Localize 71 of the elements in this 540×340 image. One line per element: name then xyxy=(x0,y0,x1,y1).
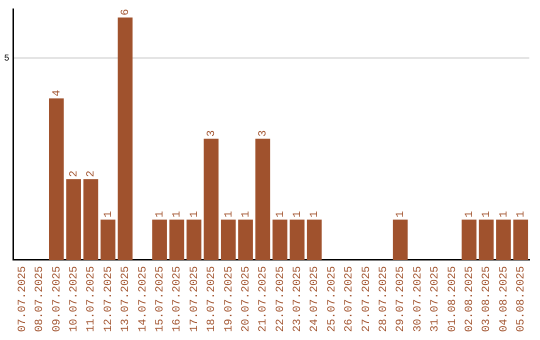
data-label: 1 xyxy=(292,210,304,218)
x-tick-label: 10.07.2025 xyxy=(68,266,80,332)
y-tick-label: 5 xyxy=(4,53,10,64)
bar xyxy=(255,138,270,260)
bar xyxy=(513,220,528,260)
data-label: 1 xyxy=(188,210,201,218)
x-tick-label: 07.07.2025 xyxy=(16,266,29,332)
data-label: 2 xyxy=(86,170,98,178)
x-tick-label: 02.08.2025 xyxy=(464,266,476,332)
x-tick-label: 23.07.2025 xyxy=(292,266,304,332)
x-tick-label: 29.07.2025 xyxy=(395,266,408,332)
x-tick-label: 20.07.2025 xyxy=(240,266,252,332)
bar xyxy=(272,220,288,260)
data-label: 1 xyxy=(240,210,252,218)
bar xyxy=(66,179,81,260)
data-label: 1 xyxy=(464,210,476,218)
x-tick-label: 26.07.2025 xyxy=(344,266,356,332)
bar xyxy=(48,98,64,260)
x-tick-label: 18.07.2025 xyxy=(206,266,218,332)
data-label: 1 xyxy=(154,210,166,218)
data-label: 1 xyxy=(223,210,236,218)
x-tick-label: 21.07.2025 xyxy=(258,266,270,332)
bar xyxy=(100,220,116,260)
data-label: 1 xyxy=(395,210,408,218)
bar xyxy=(496,220,511,260)
x-tick-label: 12.07.2025 xyxy=(102,266,115,332)
x-tick-label: 31.07.2025 xyxy=(430,266,442,332)
bar xyxy=(306,220,322,260)
data-label: 1 xyxy=(172,210,184,218)
data-label: 1 xyxy=(274,210,287,218)
data-label: 1 xyxy=(498,210,510,218)
x-tick-label: 24.07.2025 xyxy=(309,266,322,332)
data-label: 3 xyxy=(206,130,218,137)
data-label: 4 xyxy=(51,89,64,96)
x-tick-label: 09.07.2025 xyxy=(51,266,64,332)
x-tick-label: 19.07.2025 xyxy=(223,266,236,332)
bar xyxy=(118,17,133,260)
x-tick-label: 13.07.2025 xyxy=(120,266,132,332)
data-label: 2 xyxy=(68,170,80,178)
bar xyxy=(204,138,219,260)
data-label: 1 xyxy=(309,210,322,218)
x-tick-label: 08.07.2025 xyxy=(34,266,46,332)
bar xyxy=(462,220,476,260)
bar xyxy=(478,220,494,260)
x-tick-label: 03.08.2025 xyxy=(481,266,494,332)
x-tick-label: 05.08.2025 xyxy=(516,266,528,332)
data-label: 3 xyxy=(258,130,270,137)
x-tick-label: 28.07.2025 xyxy=(378,266,390,332)
x-tick-label: 16.07.2025 xyxy=(172,266,184,332)
x-tick-label: 27.07.2025 xyxy=(360,266,373,332)
bar xyxy=(220,220,236,260)
bar xyxy=(169,220,184,260)
x-tick-label: 25.07.2025 xyxy=(326,266,338,332)
x-tick-label: 30.07.2025 xyxy=(412,266,424,332)
x-tick-label: 04.08.2025 xyxy=(498,266,510,332)
x-tick-label: 01.08.2025 xyxy=(446,266,459,332)
data-label: 6 xyxy=(120,8,132,16)
data-label: 1 xyxy=(102,210,115,218)
data-label: 1 xyxy=(516,210,528,218)
bar xyxy=(186,220,202,260)
data-label: 1 xyxy=(481,210,494,218)
x-tick-label: 17.07.2025 xyxy=(188,266,201,332)
x-tick-label: 22.07.2025 xyxy=(274,266,287,332)
bar xyxy=(290,220,305,260)
bar xyxy=(152,220,167,260)
bar xyxy=(238,220,253,260)
x-tick-label: 15.07.2025 xyxy=(154,266,166,332)
bar xyxy=(392,220,408,260)
bar xyxy=(83,179,98,260)
x-tick-label: 11.07.2025 xyxy=(86,266,98,332)
x-tick-label: 14.07.2025 xyxy=(137,266,150,332)
